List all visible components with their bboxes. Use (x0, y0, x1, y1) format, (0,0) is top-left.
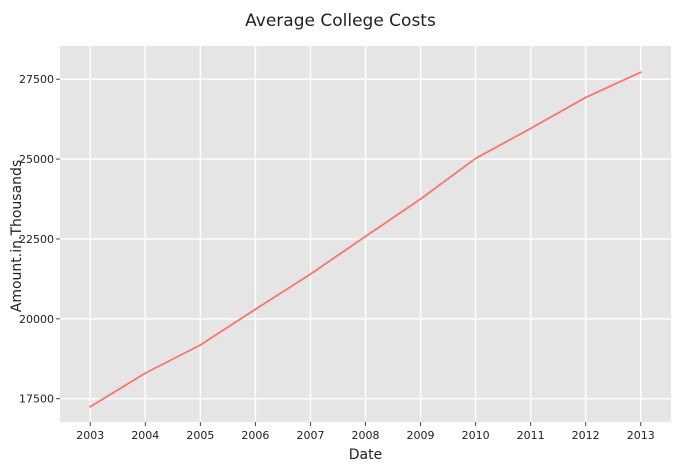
y-tick-label: 17500 (19, 393, 54, 406)
x-tick-label: 2012 (572, 429, 600, 442)
chart-title: Average College Costs (245, 11, 436, 31)
data-point (89, 405, 92, 408)
x-tick-label: 2003 (76, 429, 104, 442)
series-layer (89, 71, 642, 408)
data-point (254, 308, 257, 311)
y-tick-label: 25000 (19, 153, 54, 166)
x-axis-label: Date (349, 447, 382, 463)
data-point (419, 198, 422, 200)
y-tick-label: 27500 (19, 73, 54, 86)
data-point (474, 157, 477, 160)
data-point (584, 96, 587, 99)
x-tick-label: 2007 (296, 429, 324, 442)
x-tick-label: 2009 (407, 429, 435, 442)
x-axis: 2003 2004 2005 2006 2007 2008 2009 2010 2011 2012… (76, 422, 655, 442)
x-tick-label: 2013 (627, 429, 655, 442)
data-point (364, 235, 367, 238)
grid-lines (60, 46, 671, 422)
y-tick-label: 22500 (19, 233, 54, 246)
x-tick-label: 2006 (241, 429, 269, 442)
data-point (529, 127, 532, 130)
y-axis-label: Amount.in.Thousands (9, 160, 25, 312)
data-point (199, 344, 202, 346)
x-tick-label: 2011 (517, 429, 545, 442)
data-point (639, 71, 642, 74)
y-axis: 17500 20000 22500 25000 27500 (19, 73, 60, 406)
x-tick-label: 2005 (186, 429, 214, 442)
y-tick-label: 20000 (19, 313, 54, 326)
x-tick-label: 2010 (462, 429, 490, 442)
x-tick-label: 2008 (352, 429, 380, 442)
x-tick-label: 2004 (131, 429, 159, 442)
data-point (144, 372, 147, 375)
data-point (309, 273, 312, 275)
